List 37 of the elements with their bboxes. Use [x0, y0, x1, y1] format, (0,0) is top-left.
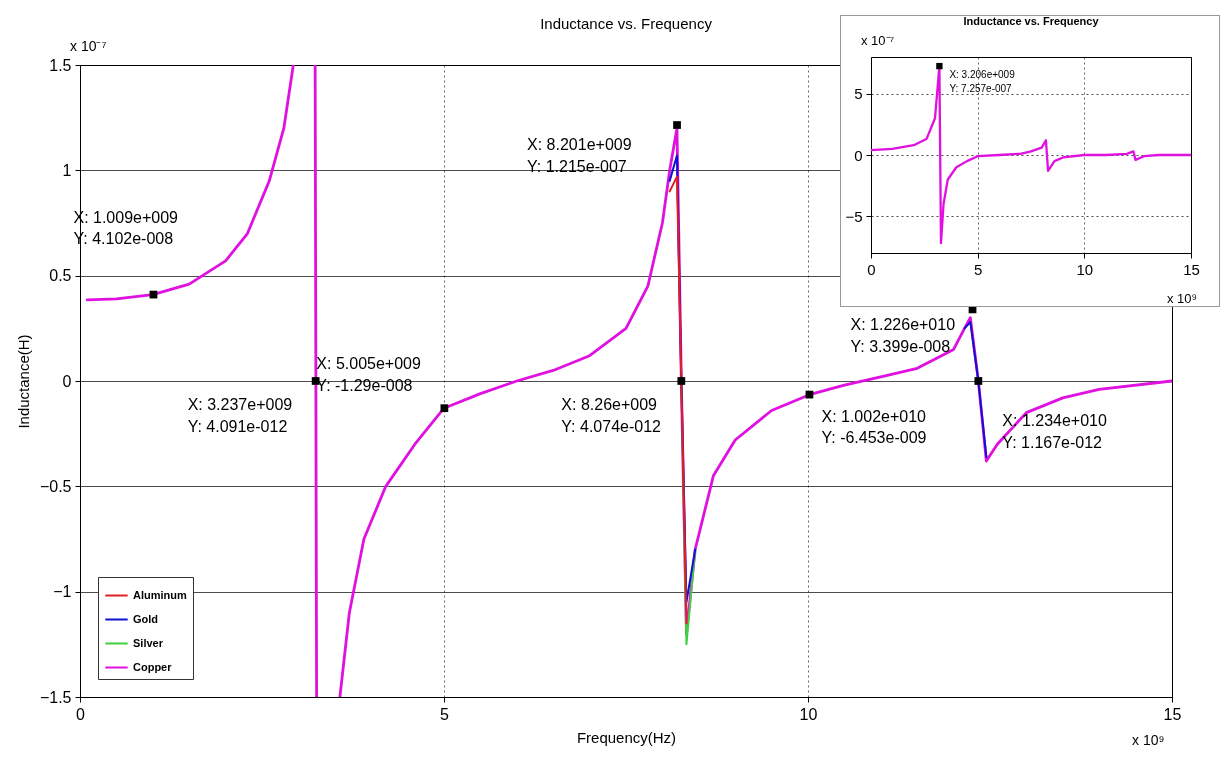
x-tick-label: 15 — [1183, 260, 1200, 278]
y-tick-label: −0.5 — [39, 477, 72, 495]
text: x 10⁹ — [1132, 732, 1165, 748]
legend-label: Silver — [133, 636, 164, 649]
text: x 10⁻⁷ — [861, 33, 895, 48]
x-tick-label: 5 — [440, 705, 450, 723]
y-tick-label: −1 — [53, 583, 72, 601]
x-tick-label: 0 — [867, 260, 876, 278]
y-tick-label: 0.5 — [49, 267, 72, 285]
annotation: X: 3.237e+009 Y: 4.091e-012 — [187, 395, 293, 435]
y-tick-label: 5 — [854, 85, 863, 103]
x-tick-label: 10 — [1076, 260, 1094, 278]
legend-label: Aluminum — [133, 588, 187, 601]
y-tick-label: −5 — [845, 207, 863, 225]
chart-title: Inductance vs. Frequency — [540, 15, 713, 32]
annotation: X: 1.002e+010 Y: -6.453e-009 — [821, 407, 927, 447]
text: x 10⁻⁷ — [70, 38, 107, 54]
y-tick-label: 0 — [62, 372, 72, 390]
annotation: X: 8.26e+009 Y: 4.074e-012 — [561, 395, 662, 435]
x-axis-title: Frequency(Hz) — [576, 728, 677, 746]
annotation: x 10⁹ — [1167, 291, 1198, 306]
y-tick-label: 1 — [62, 161, 72, 179]
y-axis-title: Inductance(H) — [14, 334, 32, 429]
annotation: X: 1.234e+010 Y: 1.167e-012 — [1002, 412, 1107, 451]
x-tick-label: 0 — [76, 705, 86, 723]
y-tick-label: −1.5 — [39, 688, 72, 706]
line-series — [668, 175, 688, 625]
chart-title: Inductance vs. Frequency — [963, 15, 1100, 27]
x-tick-label: 5 — [973, 260, 983, 278]
legend-label: Gold — [133, 612, 159, 625]
annotation: X: 3.206e+009 Y: 7.257e-007 — [949, 69, 1016, 94]
x-tick-label: 10 — [799, 705, 818, 723]
y-tick-label: 0 — [854, 146, 863, 164]
legend-label: Copper — [133, 660, 173, 673]
x-tick-label: 15 — [1163, 705, 1182, 723]
y-tick-label: 1.5 — [49, 56, 72, 74]
annotation: X: 1.226e+010 Y: 3.399e-008 — [850, 316, 956, 355]
